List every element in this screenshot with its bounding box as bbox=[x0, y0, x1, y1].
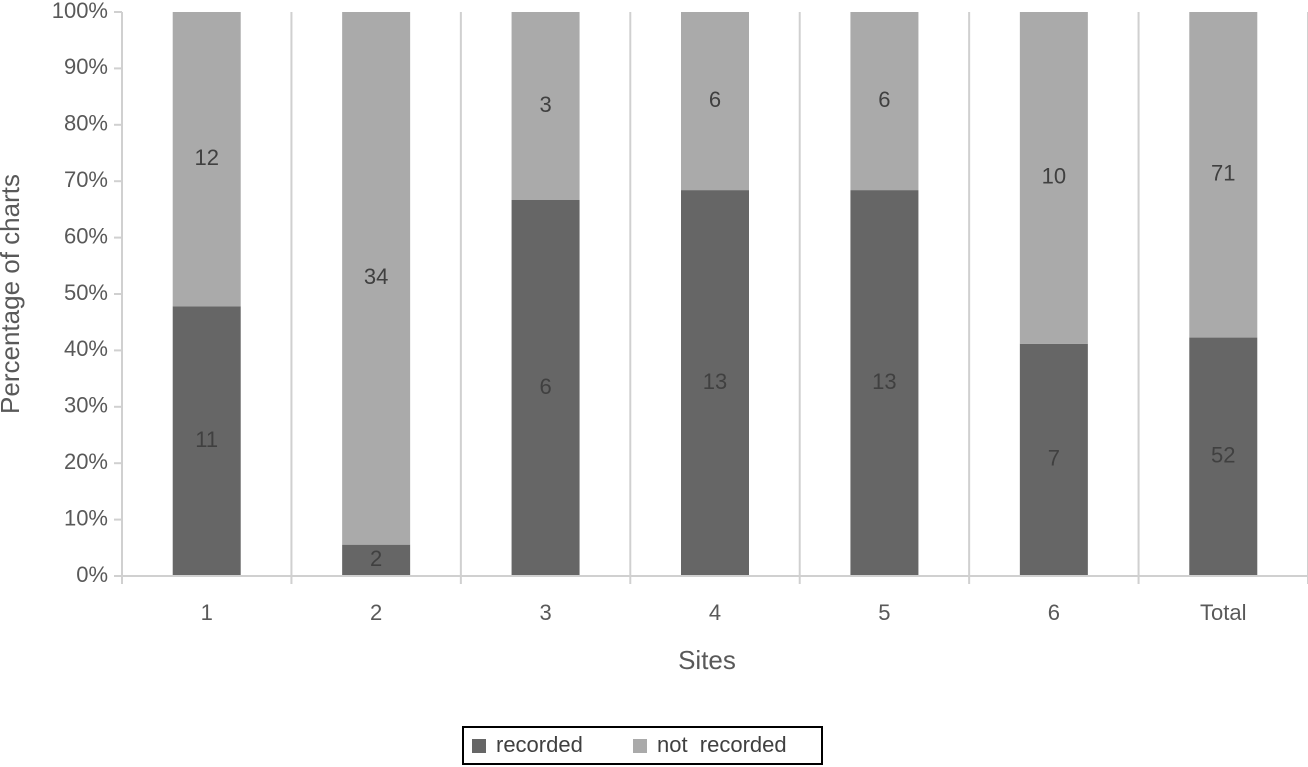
legend-box bbox=[462, 726, 823, 765]
y-tick-label: 50% bbox=[64, 280, 108, 305]
data-label: 52 bbox=[1211, 443, 1235, 468]
data-label: 34 bbox=[364, 264, 388, 289]
bar-segment bbox=[1019, 343, 1088, 576]
data-label: 71 bbox=[1211, 161, 1235, 186]
x-tick-label: 6 bbox=[1048, 600, 1060, 625]
y-axis-title: Percentage of charts bbox=[0, 174, 25, 414]
bar-segment bbox=[681, 190, 749, 576]
data-label: 12 bbox=[194, 145, 218, 170]
data-label: 2 bbox=[370, 546, 382, 571]
y-tick-label: 30% bbox=[64, 393, 108, 418]
y-tick-label: 100% bbox=[52, 0, 108, 23]
x-tick-label: Total bbox=[1200, 600, 1246, 625]
bar-segment bbox=[342, 544, 411, 576]
x-axis-title: Sites bbox=[678, 645, 736, 675]
legend-swatch bbox=[472, 739, 486, 753]
data-label: 10 bbox=[1042, 164, 1066, 189]
data-label: 13 bbox=[872, 369, 896, 394]
legend-label: recorded bbox=[496, 732, 583, 757]
bar-segment bbox=[511, 12, 580, 200]
bar-segment bbox=[172, 306, 241, 576]
data-label: 11 bbox=[195, 427, 218, 452]
y-tick-label: 70% bbox=[64, 167, 108, 192]
bar-segment bbox=[850, 190, 919, 576]
y-tick-label: 90% bbox=[64, 54, 108, 79]
bar-segment bbox=[1189, 12, 1258, 338]
y-tick-label: 40% bbox=[64, 336, 108, 361]
data-label: 6 bbox=[878, 87, 890, 112]
x-tick-label: 5 bbox=[878, 600, 890, 625]
bar-segment bbox=[681, 12, 749, 191]
y-tick-label: 80% bbox=[64, 111, 108, 136]
x-tick-label: 1 bbox=[201, 600, 213, 625]
data-label: 3 bbox=[539, 92, 551, 117]
y-tick-label: 20% bbox=[64, 449, 108, 474]
x-tick-label: 2 bbox=[370, 600, 382, 625]
data-label: 6 bbox=[539, 374, 551, 399]
bar-segment bbox=[342, 12, 411, 545]
bar-segment bbox=[1189, 337, 1258, 576]
y-tick-label: 10% bbox=[64, 505, 108, 530]
x-tick-label: 4 bbox=[709, 600, 721, 625]
y-tick-label: 0% bbox=[76, 562, 108, 587]
data-label: 7 bbox=[1048, 446, 1060, 471]
legend-swatch bbox=[633, 739, 647, 753]
bar-segment bbox=[511, 200, 580, 576]
y-tick-label: 60% bbox=[64, 223, 108, 248]
x-tick-label: 3 bbox=[539, 600, 551, 625]
data-label: 6 bbox=[709, 87, 721, 112]
bar-segment bbox=[850, 12, 919, 191]
legend-label: not recorded bbox=[657, 732, 787, 757]
bar-segment bbox=[172, 12, 241, 307]
data-label: 13 bbox=[703, 369, 727, 394]
bar-segment bbox=[1019, 12, 1088, 344]
